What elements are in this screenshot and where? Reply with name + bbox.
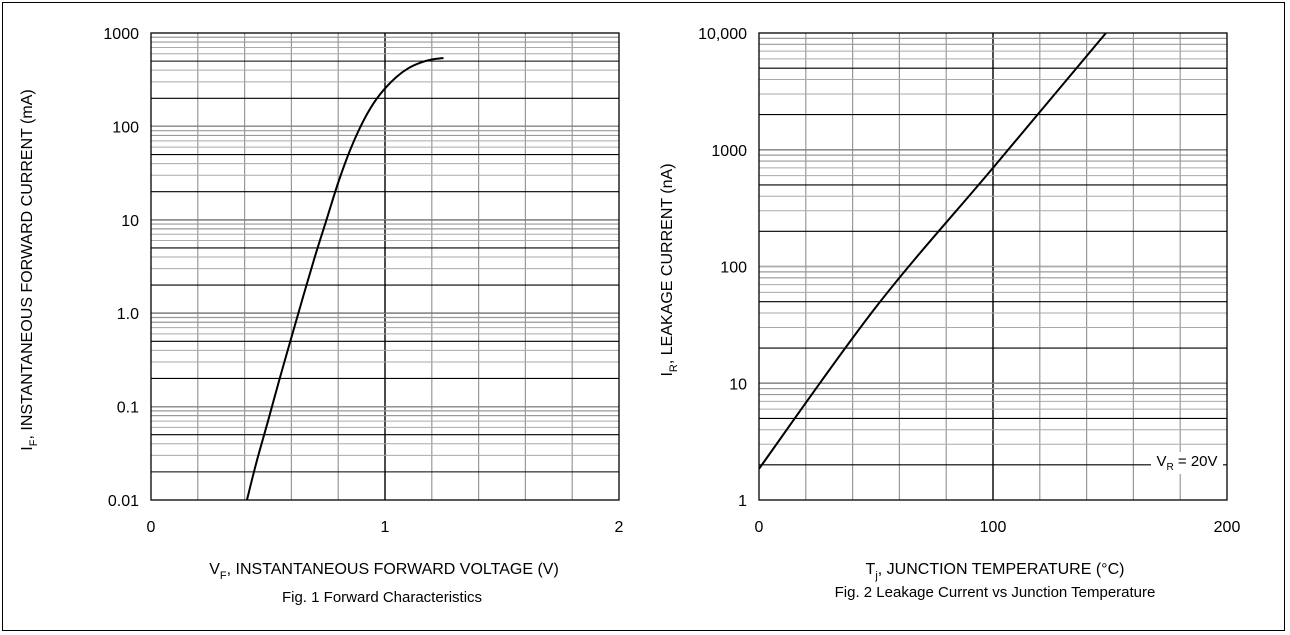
chart1-tick-labels: 0.01 0.1 1.0 10 100 1000 0 1 2 [103,26,623,536]
y-tick-label: 10 [729,376,747,393]
x-tick-label: 100 [980,519,1007,536]
chart1-caption: Fig. 1 Forward Characteristics [282,589,482,606]
chart2-plot-frame [758,32,1228,501]
y-tick-label: 0.01 [108,493,139,510]
x-tick-label: 0 [147,519,156,536]
y-tick-label: 10 [121,213,139,230]
chart1-y-axis-label: IF, INSTANTANEOUS FORWARD CURRENT (mA) [19,89,40,450]
chart2-tick-labels: 1 10 100 1000 10,000 0 100 200 [698,26,1240,536]
y-tick-label: 1000 [711,143,747,160]
chart1-plot-frame [150,32,620,501]
y-tick-label: 0.1 [117,400,139,417]
chart2-x-axis-label: Tj, JUNCTION TEMPERATURE (°C) [866,561,1125,582]
y-tick-label: 1.0 [117,306,139,323]
chart2-annotation-background [1151,452,1223,474]
forward-characteristics-chart: 0.01 0.1 1.0 10 100 1000 0 1 2 IF, INSTANTANEOUS… [19,26,624,606]
chart1-series-line [245,57,444,500]
chart2-annotation: VR = 20V [1156,453,1217,473]
y-tick-label: 100 [112,119,139,136]
x-tick-label: 0 [755,519,764,536]
y-tick-label: 1000 [103,26,139,43]
x-tick-label: 2 [615,519,624,536]
leakage-current-chart: 1 10 100 1000 10,000 0 100 200 VR = 20V IR, LEA… [659,26,1240,601]
x-tick-label: 1 [381,519,390,536]
chart2-series-line [759,33,1108,470]
chart1-x-axis-label: VF, INSTANTANEOUS FORWARD VOLTAGE (V) [209,561,559,582]
chart2-caption: Fig. 2 Leakage Current vs Junction Tempe… [835,584,1156,601]
y-tick-label: 100 [720,260,747,277]
chart2-y-axis-label: IR, LEAKAGE CURRENT (nA) [659,163,680,376]
chart1-grid [151,33,619,500]
chart2-grid [759,33,1227,500]
x-tick-label: 200 [1214,519,1241,536]
y-tick-label: 10,000 [698,26,747,43]
y-tick-label: 1 [738,493,747,510]
